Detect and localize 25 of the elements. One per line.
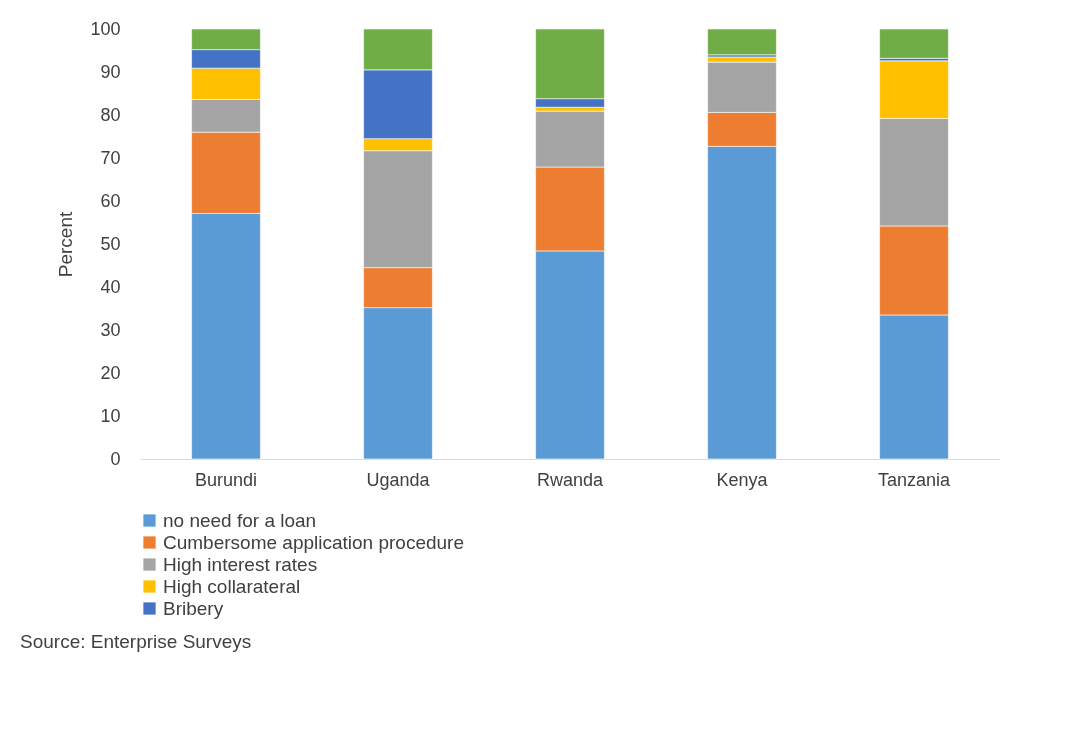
y-tick-label: 40 — [100, 276, 121, 297]
x-tick-label: Rwanda — [536, 469, 605, 490]
y-tick-label: 20 — [100, 362, 121, 383]
y-tick-label: 70 — [100, 147, 121, 168]
legend-label: Cumbersome application procedure — [163, 531, 464, 553]
y-tick-label: 30 — [100, 319, 121, 340]
x-tick-label: Uganda — [366, 469, 431, 490]
y-tick-label: 0 — [110, 448, 121, 469]
legend-label: Bribery — [163, 597, 224, 619]
bar — [879, 28, 949, 59]
y-tick-label: 90 — [100, 61, 121, 82]
legend-label: no need for a loan — [163, 509, 317, 531]
x-tick-label: Burundi — [194, 469, 258, 490]
source-note: Source: Enterprise Surveys — [20, 631, 252, 652]
y-tick-label: 50 — [100, 233, 121, 254]
y-tick-label: 10 — [100, 405, 121, 426]
x-tick-label: Tanzania — [877, 469, 952, 490]
bar — [707, 28, 777, 56]
y-tick-label: 100 — [90, 18, 121, 39]
y-tick-label: 60 — [100, 190, 121, 211]
y-axis-title: Percent — [55, 211, 77, 278]
y-tick-label: 80 — [100, 104, 121, 125]
legend-label: High collarateral — [163, 575, 301, 597]
x-tick-label: Kenya — [716, 469, 769, 490]
legend-label: High interest rates — [163, 553, 318, 575]
